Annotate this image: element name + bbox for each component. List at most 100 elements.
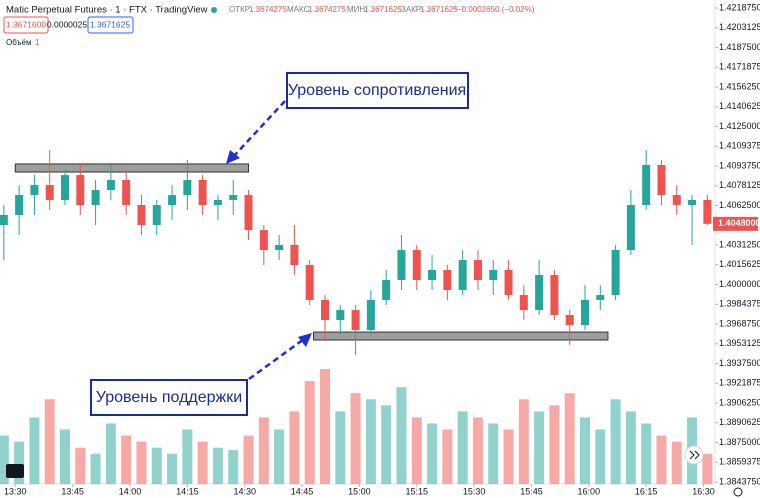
levels-layer xyxy=(14,163,609,341)
candle-body xyxy=(535,275,544,311)
ohlc-key: МИН xyxy=(347,5,365,14)
volume-bar xyxy=(610,399,621,484)
volume-bar xyxy=(182,429,193,484)
y-tick-label: 1.4203125 xyxy=(719,22,760,32)
candle-body xyxy=(504,269,513,296)
x-tick-label: 14:15 xyxy=(176,486,199,496)
settings-icon[interactable] xyxy=(733,487,743,497)
candle-body xyxy=(626,205,635,251)
candle-body xyxy=(642,164,651,206)
volume-bar xyxy=(702,453,713,484)
x-tick-label: 15:00 xyxy=(348,486,371,496)
candle-body xyxy=(458,260,467,290)
candle-body xyxy=(351,310,360,331)
candle-body xyxy=(305,265,314,300)
y-tick-label: 1.4062500 xyxy=(719,200,760,210)
arrow-head xyxy=(226,150,240,164)
y-tick-label: 1.4218750 xyxy=(719,2,760,12)
candle-body xyxy=(428,269,437,280)
ohlc-value: 1.3674275 xyxy=(308,5,346,14)
volume-bar xyxy=(304,381,315,484)
volume-bar xyxy=(549,405,560,484)
candle-body xyxy=(61,175,69,200)
candle-body xyxy=(244,195,253,231)
ohlc-value: 1.3671625 xyxy=(420,5,458,14)
volume-bar xyxy=(641,423,652,484)
x-tick-label: 16:30 xyxy=(692,486,715,496)
volume-bar xyxy=(243,435,254,484)
annotation-arrow xyxy=(232,100,286,158)
candle-body xyxy=(106,179,115,190)
volume-bar xyxy=(457,411,468,484)
annotation-text: Уровень сопротивления xyxy=(288,82,466,99)
ohlc-value: 1.3671625 xyxy=(364,5,402,14)
candle-body xyxy=(397,250,406,280)
volume-bar xyxy=(75,447,86,484)
volume-bar xyxy=(90,453,101,484)
volume-bar xyxy=(121,435,132,484)
candle-body xyxy=(412,250,421,280)
volume-bar xyxy=(518,399,529,484)
candle-body xyxy=(45,185,54,200)
ohlc-key: МАКС xyxy=(287,5,310,14)
y-tick-label: 1.4171875 xyxy=(719,62,760,72)
volume-bar xyxy=(105,423,116,484)
y-tick-label: 1.3937500 xyxy=(719,358,760,368)
candle-body xyxy=(382,279,391,300)
volume-bar xyxy=(60,429,70,484)
volume-layer xyxy=(0,369,713,484)
candle-body xyxy=(489,269,498,280)
candle-body xyxy=(76,175,85,206)
candle-body xyxy=(275,244,284,251)
volume-bar xyxy=(488,423,499,484)
volume-bar xyxy=(656,435,667,484)
candle-body xyxy=(259,230,268,251)
volume-bar xyxy=(671,441,682,484)
x-tick-label: 14:00 xyxy=(119,486,142,496)
candle-body xyxy=(565,314,574,325)
candle-body xyxy=(30,185,39,196)
level-zone xyxy=(313,331,609,341)
ask-price: 1.3671625 xyxy=(90,19,130,29)
candle-body xyxy=(229,195,238,200)
y-tick-label: 1.3875000 xyxy=(719,437,760,447)
candle-body xyxy=(91,189,100,206)
candle-body xyxy=(703,199,712,224)
volume-bar xyxy=(427,423,438,484)
candle-body xyxy=(183,179,192,196)
volume-bar xyxy=(396,387,407,484)
volume-bar xyxy=(534,411,545,484)
x-tick-label: 15:45 xyxy=(520,486,543,496)
volume-bar xyxy=(564,393,575,484)
x-tick-label: 16:00 xyxy=(578,486,601,496)
annotation-text: Уровень поддержки xyxy=(96,389,242,406)
ohlc-value: 1.3674275 xyxy=(249,5,287,14)
volume-bar xyxy=(197,441,208,484)
volume-bar xyxy=(320,369,330,484)
ohlc-change: −0.0002650 (−0.02%) xyxy=(457,5,535,14)
y-tick-label: 1.3890625 xyxy=(719,417,760,427)
volume-bar xyxy=(274,429,285,484)
volume-bar xyxy=(29,417,40,484)
x-tick-label: 13:30 xyxy=(4,486,27,496)
y-tick-label: 1.3984375 xyxy=(719,299,760,309)
x-tick-label: 15:30 xyxy=(463,486,486,496)
level-zone xyxy=(14,163,250,173)
x-tick-label: 15:15 xyxy=(405,486,428,496)
annotation-arrow xyxy=(248,337,305,381)
volume-bar xyxy=(228,450,239,484)
y-tick-label: 1.4156250 xyxy=(719,81,760,91)
volume-bar xyxy=(365,399,376,484)
y-tick-label: 1.4015625 xyxy=(719,259,760,269)
volume-bar xyxy=(136,441,147,484)
candle-body xyxy=(168,195,177,206)
x-tick-label: 13:45 xyxy=(61,486,84,496)
ask-box xyxy=(87,16,134,34)
volume-bar xyxy=(167,453,178,484)
candle-body xyxy=(519,295,528,311)
y-tick-label: 1.4140625 xyxy=(719,101,760,111)
volume-value: 1 xyxy=(35,38,40,47)
volume-bar xyxy=(580,417,590,484)
candle-body xyxy=(15,195,24,216)
arrow-head xyxy=(298,333,312,347)
